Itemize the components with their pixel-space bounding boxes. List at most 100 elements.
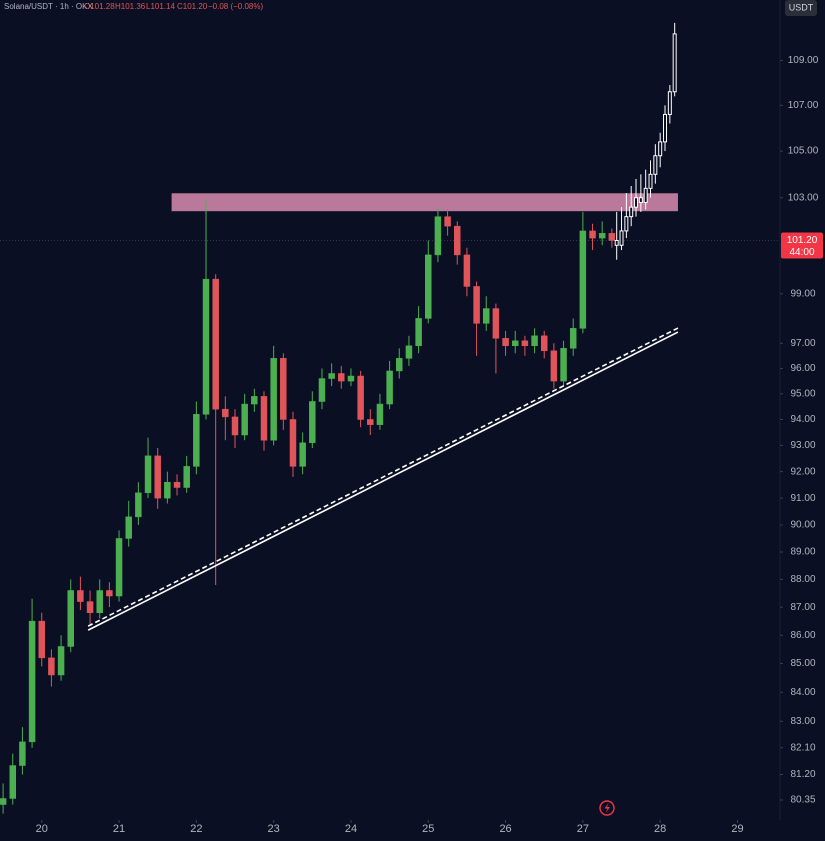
- candle-body: [154, 455, 161, 499]
- candle-body: [338, 373, 345, 382]
- trendline-dashed: [87, 327, 679, 627]
- candle-body: [638, 197, 643, 203]
- candle: [638, 174, 643, 212]
- candle: [589, 223, 596, 251]
- candle-body: [454, 225, 461, 256]
- candle-body: [579, 230, 587, 329]
- candle-body: [241, 403, 248, 436]
- candle-body: [367, 419, 374, 425]
- candle: [260, 391, 268, 451]
- candle-body: [77, 590, 84, 602]
- candle-body: [550, 350, 558, 382]
- candle-body: [125, 516, 132, 539]
- candle: [9, 753, 17, 805]
- candle-body: [106, 590, 113, 597]
- candle: [560, 340, 567, 387]
- candle: [309, 391, 316, 449]
- candle-body: [318, 378, 326, 402]
- lightning-icon[interactable]: [599, 800, 615, 816]
- y-tick-label: 82.10: [790, 742, 815, 753]
- x-tick-label: 27: [577, 823, 589, 835]
- candle-body: [212, 278, 219, 410]
- candle: [38, 612, 45, 667]
- y-tick-label: 87.00: [790, 602, 815, 613]
- ohlc-change: −0.08 (−0.08%): [208, 2, 263, 11]
- icon-bolt: [604, 803, 610, 813]
- candle: [19, 727, 26, 775]
- candle: [367, 409, 374, 436]
- candle: [569, 318, 577, 356]
- candle-body: [634, 197, 639, 208]
- candle: [183, 455, 190, 493]
- candle-body: [135, 492, 142, 518]
- candle-body: [28, 620, 36, 743]
- candle-body: [347, 375, 355, 382]
- candle: [57, 635, 65, 681]
- candle-body: [624, 216, 629, 232]
- countdown: 44:00: [789, 247, 814, 258]
- candle: [463, 247, 471, 297]
- candle-body: [164, 481, 171, 499]
- candle: [193, 401, 200, 475]
- candle-body: [19, 741, 26, 766]
- candle: [415, 306, 422, 354]
- candle: [492, 303, 500, 374]
- candle: [619, 207, 624, 251]
- candle: [164, 471, 171, 504]
- candle: [115, 530, 123, 602]
- candle: [482, 296, 490, 331]
- candle-body: [328, 373, 335, 379]
- candle: [202, 200, 210, 420]
- candle: [299, 432, 306, 475]
- currency: USDT: [789, 2, 814, 12]
- candle-body: [608, 233, 616, 241]
- candle: [502, 330, 509, 356]
- candle: [106, 582, 113, 608]
- y-tick-label: 89.00: [790, 547, 815, 558]
- candle-body: [648, 173, 653, 189]
- candle-body: [289, 419, 297, 467]
- y-tick-label: 91.00: [790, 493, 815, 504]
- candle: [318, 368, 326, 410]
- candle-body: [511, 340, 519, 347]
- candle: [0, 783, 7, 814]
- candle: [672, 22, 677, 97]
- candle-body: [144, 455, 152, 494]
- candle: [357, 370, 364, 428]
- ohlc-low: L101.14: [146, 2, 175, 11]
- last-price-label: 101.20: [787, 235, 818, 246]
- candle-body: [560, 348, 567, 382]
- candle-body: [67, 590, 74, 647]
- candle: [614, 211, 619, 260]
- candle-body: [672, 33, 677, 93]
- candle-body: [202, 278, 210, 415]
- x-tick-label: 20: [36, 823, 48, 835]
- y-tick-label: 97.00: [790, 338, 815, 349]
- candle-body: [667, 91, 672, 115]
- candle: [86, 590, 94, 624]
- candle: [608, 228, 616, 248]
- candle-body: [521, 340, 529, 347]
- resistance-zone: [171, 193, 678, 212]
- candle-body: [260, 396, 268, 441]
- currency-badge[interactable]: [785, 0, 817, 16]
- candle: [540, 330, 548, 359]
- ohlc-high: H101.36: [115, 2, 146, 11]
- candle-body: [376, 403, 384, 425]
- candle-body: [658, 141, 663, 157]
- candle: [598, 221, 606, 246]
- candle: [434, 207, 442, 263]
- candle-body: [502, 338, 509, 347]
- candle-body: [270, 358, 277, 441]
- candle: [347, 368, 355, 387]
- candle: [173, 474, 181, 496]
- candle: [629, 185, 634, 227]
- candle-body: [415, 318, 422, 347]
- symbol: Solana/USDT · 1h · OKX: [4, 2, 93, 11]
- candle-body: [589, 230, 596, 239]
- candle: [231, 409, 239, 449]
- y-tick-label: 105.00: [788, 146, 819, 157]
- candle-body: [405, 345, 413, 359]
- candle: [241, 393, 248, 441]
